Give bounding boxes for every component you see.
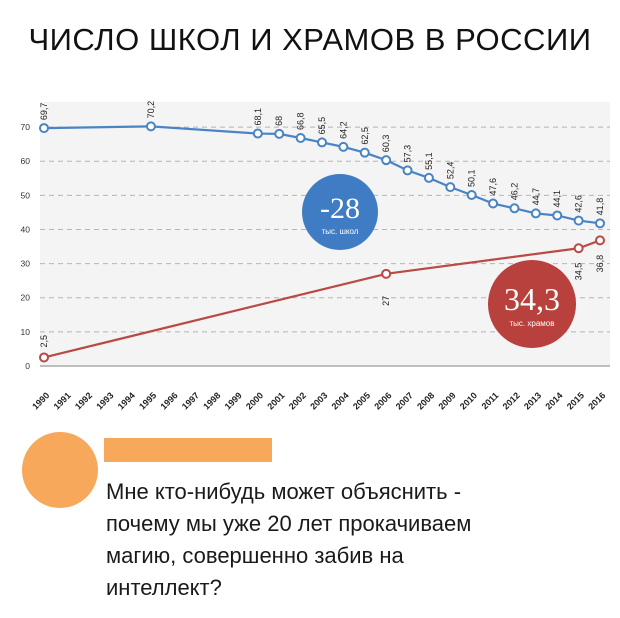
schools-data-label: 66,8 <box>296 112 306 130</box>
schools-point <box>445 182 456 193</box>
x-tick-label: 2005 <box>351 390 372 411</box>
schools-point <box>423 172 434 183</box>
x-tick-label: 2014 <box>543 390 564 411</box>
schools-data-label: 50,1 <box>467 169 477 187</box>
schools-data-label: 44,1 <box>552 190 562 208</box>
avatar <box>22 432 98 508</box>
schools-data-label: 46,2 <box>509 183 519 201</box>
x-tick-label: 2013 <box>522 390 543 411</box>
schools-data-label: 64,2 <box>338 121 348 139</box>
series-layer <box>39 121 605 363</box>
data-labels: 69,7 70,2 68,1 68 66,8 65,5 64,2 62,5 60,3 57,3 55… <box>39 101 605 348</box>
x-tick-label: 2003 <box>308 390 329 411</box>
schools-data-label: 44,7 <box>531 188 541 206</box>
x-tick-label: 2004 <box>330 390 351 411</box>
schools-data-label: 55,1 <box>424 152 434 170</box>
x-tick-label: 1994 <box>116 390 137 411</box>
schools-point <box>381 155 392 166</box>
schools-point <box>295 132 306 143</box>
schools-point <box>338 141 349 152</box>
y-tick-label: 10 <box>21 327 31 337</box>
schools-data-label: 57,3 <box>403 145 413 163</box>
schools-point <box>530 208 541 219</box>
badges: -28 тыс. школ 34,3 тыс. храмов <box>302 174 576 348</box>
temples-data-label: 27 <box>381 296 391 306</box>
schools-data-label: 60,3 <box>381 135 391 153</box>
temples-data-label: 2,5 <box>39 335 49 348</box>
temples-point <box>595 235 605 246</box>
schools-point <box>274 128 285 139</box>
x-tick-label: 2016 <box>586 390 607 411</box>
temples-data-label: 34,5 <box>574 263 584 281</box>
x-tick-label: 2000 <box>244 390 265 411</box>
username-bar <box>104 438 272 462</box>
x-tick-label: 2006 <box>372 390 393 411</box>
schools-point <box>317 137 327 148</box>
x-tick-label: 1999 <box>223 390 244 411</box>
temples-point <box>39 352 49 363</box>
schools_delta-badge <box>302 174 378 250</box>
schools-point <box>552 210 563 221</box>
schools-data-label: 42,6 <box>574 195 584 213</box>
x-tick-label: 2008 <box>415 390 436 411</box>
x-tick-label: 1993 <box>94 390 115 411</box>
schools-data-label: 68,1 <box>253 108 263 126</box>
schools-data-label: 47,6 <box>488 178 498 196</box>
temples-point <box>381 268 392 279</box>
x-tick-label: 1996 <box>158 390 179 411</box>
x-tick-label: 2009 <box>436 390 457 411</box>
x-tick-label: 2001 <box>265 390 286 411</box>
x-tick-label: 1990 <box>30 390 51 411</box>
temples-point <box>573 243 584 254</box>
x-tick-label: 2015 <box>565 390 586 411</box>
x-tick-label: 2002 <box>287 390 308 411</box>
y-tick-label: 20 <box>21 293 31 303</box>
schools-data-label: 68 <box>274 116 284 126</box>
temples_delta-value: 34,3 <box>504 281 560 317</box>
comment-text: Мне кто-нибудь может объяснить - почему … <box>106 479 472 600</box>
schools-point <box>509 203 520 214</box>
x-tick-label: 1995 <box>137 390 158 411</box>
y-tick-label: 70 <box>21 122 31 132</box>
y-tick-label: 60 <box>21 156 31 166</box>
x-tick-label: 1997 <box>180 390 201 411</box>
schools-data-label: 65,5 <box>317 117 327 135</box>
temples-data-label: 36,8 <box>595 255 605 273</box>
x-tick-label: 1991 <box>52 390 73 411</box>
temples_delta-caption: тыс. храмов <box>510 319 555 328</box>
schools-point <box>252 128 263 139</box>
schools-point <box>466 189 477 200</box>
schools-data-label: 62,5 <box>360 127 370 145</box>
schools-point <box>488 198 499 209</box>
y-tick-label: 50 <box>21 190 31 200</box>
y-tick-label: 0 <box>25 361 30 371</box>
schools-data-label: 69,7 <box>39 103 49 121</box>
temples-line <box>43 239 601 359</box>
chart-title: ЧИСЛО ШКОЛ И ХРАМОВ В РОССИИ <box>28 22 592 57</box>
schools-point <box>359 147 370 158</box>
schools-point <box>145 121 156 132</box>
schools-data-label: 52,4 <box>445 162 455 180</box>
schools-point <box>39 123 49 134</box>
schools-data-label: 41,8 <box>595 198 605 216</box>
schools_delta-caption: тыс. школ <box>322 227 359 236</box>
x-tick-label: 1998 <box>201 390 222 411</box>
schools_delta-value: -28 <box>320 192 360 225</box>
x-tick-label: 1992 <box>73 390 94 411</box>
temples_delta-badge <box>488 260 576 348</box>
x-tick-label: 2007 <box>394 390 415 411</box>
x-tick-label: 2010 <box>458 390 479 411</box>
schools-point <box>573 215 584 226</box>
schools-data-label: 70,2 <box>146 101 156 119</box>
y-tick-label: 40 <box>21 224 31 234</box>
y-tick-label: 30 <box>21 259 31 269</box>
x-tick-label: 2011 <box>480 390 501 411</box>
schools-point <box>595 218 605 229</box>
x-tick-label: 2012 <box>501 390 522 411</box>
schools-point <box>402 165 413 176</box>
